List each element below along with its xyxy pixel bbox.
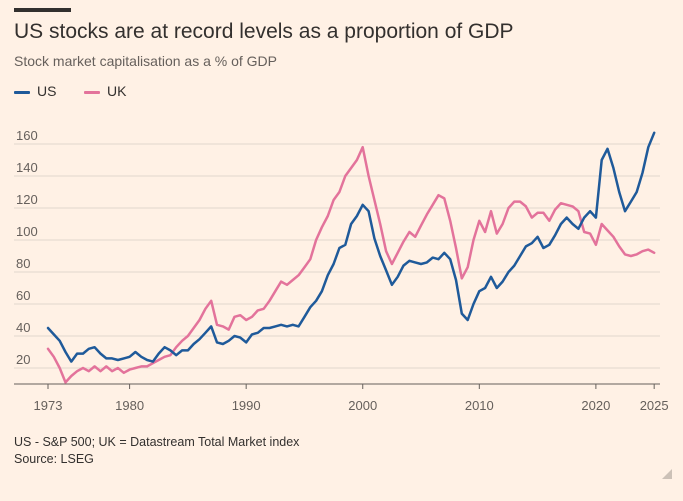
x-tick-label: 2020	[581, 398, 610, 413]
series-line-uk	[46, 145, 656, 384]
x-tick-label: 2010	[465, 398, 494, 413]
chart-source: Source: LSEG	[14, 452, 94, 466]
y-tick-label: 20	[16, 352, 30, 367]
series-lines	[46, 131, 656, 384]
axes: 20 40 60 80 100 120 140 160 1973 1980 1990 2000 2010…	[14, 128, 669, 413]
y-tick-label: 160	[16, 128, 38, 143]
header-bar	[14, 8, 71, 12]
y-tick-label: 40	[16, 320, 30, 335]
y-tick-label: 60	[16, 288, 30, 303]
y-tick-label: 100	[16, 224, 38, 239]
series-line-us	[46, 131, 656, 363]
y-tick-label: 120	[16, 192, 38, 207]
legend-label-us: US	[37, 83, 57, 99]
legend-swatch-us	[14, 91, 30, 94]
resize-handle-icon[interactable]	[662, 469, 672, 479]
chart-footnote: US - S&P 500; UK = Datastream Total Mark…	[14, 435, 300, 449]
x-tick-label: 1990	[232, 398, 261, 413]
x-tick-label: 1973	[34, 398, 63, 413]
line-chart: 20 40 60 80 100 120 140 160 1973 1980 1990 2000 2010…	[14, 128, 669, 413]
y-tick-label: 140	[16, 160, 38, 175]
legend-swatch-uk	[84, 91, 100, 94]
legend-label-uk: UK	[107, 83, 127, 99]
chart-subtitle: Stock market capitalisation as a % of GD…	[14, 53, 277, 69]
x-tick-label: 1980	[115, 398, 144, 413]
y-tick-label: 80	[16, 256, 30, 271]
chart-title: US stocks are at record levels as a prop…	[14, 20, 514, 43]
x-tick-label: 2000	[348, 398, 377, 413]
x-tick-label: 2025	[640, 398, 669, 413]
